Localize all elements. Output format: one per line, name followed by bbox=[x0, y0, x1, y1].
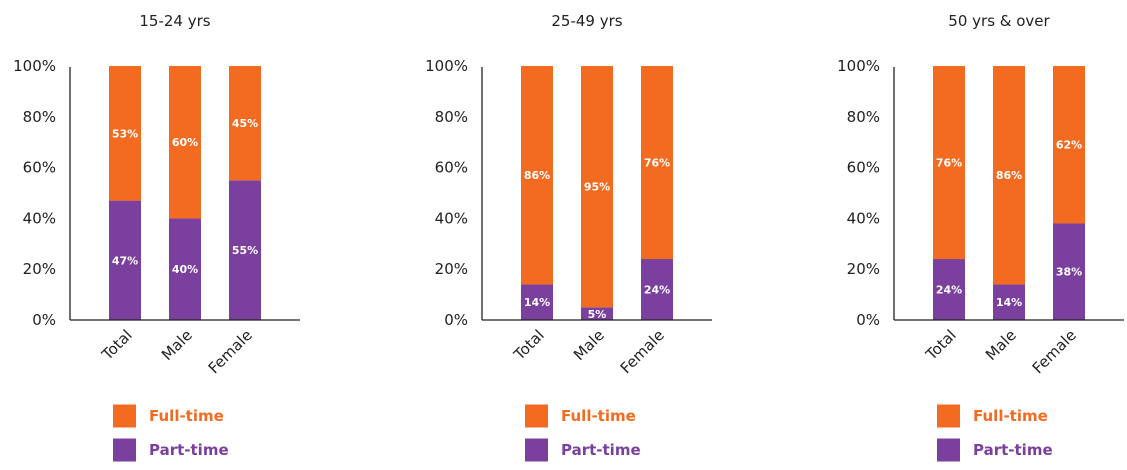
y-tick-label: 20% bbox=[435, 260, 468, 278]
bar-full-time bbox=[581, 66, 613, 308]
y-tick-label: 100% bbox=[425, 57, 468, 75]
bar-data-label: 95% bbox=[584, 181, 610, 194]
y-tick-label: 0% bbox=[32, 311, 56, 329]
legend-swatch-part-time bbox=[113, 438, 136, 462]
bar-part-time bbox=[521, 284, 553, 320]
x-category-label: Male bbox=[570, 326, 608, 364]
bar-full-time bbox=[229, 66, 261, 181]
legend-label-full-time: Full-time bbox=[149, 407, 224, 425]
y-tick-label: 80% bbox=[23, 108, 56, 126]
legend-label-full-time: Full-time bbox=[561, 407, 636, 425]
y-tick-label: 40% bbox=[435, 209, 468, 227]
bar-part-time bbox=[933, 259, 965, 320]
bar-full-time bbox=[521, 66, 553, 285]
legend-swatch-full-time bbox=[525, 404, 548, 428]
bar-data-label: 60% bbox=[172, 136, 198, 149]
y-tick-label: 20% bbox=[847, 260, 880, 278]
bar-full-time bbox=[993, 66, 1025, 285]
bar-part-time bbox=[169, 218, 201, 320]
y-tick-label: 80% bbox=[847, 108, 880, 126]
chart-title: 25-49 yrs bbox=[551, 12, 622, 30]
bar-data-label: 62% bbox=[1056, 139, 1082, 152]
bar-data-label: 53% bbox=[112, 127, 138, 140]
chart-svg-1: 15-24 yrs 0% 20% 40% 60% 80% 100% 47% 53% Total 40… bbox=[13, 12, 300, 462]
bar-full-time bbox=[641, 66, 673, 260]
x-category-label: Total bbox=[922, 326, 960, 364]
bar-full-time bbox=[1053, 66, 1085, 224]
bar-data-label: 76% bbox=[644, 157, 670, 170]
bar-full-time bbox=[933, 66, 965, 260]
x-category-label: Female bbox=[205, 326, 256, 377]
x-category-label: Female bbox=[1029, 326, 1080, 377]
chart-panel-3: 50 yrs & over 0% 20% 40% 60% 80% 100% 24% 76% Tot… bbox=[824, 0, 1127, 470]
bar-part-time bbox=[581, 307, 613, 320]
bar-data-label: 76% bbox=[936, 157, 962, 170]
bar-data-label: 86% bbox=[996, 169, 1022, 182]
legend-swatch-full-time bbox=[937, 404, 960, 428]
bar-part-time bbox=[641, 259, 673, 320]
bar-data-label: 47% bbox=[112, 254, 138, 267]
bar-data-label: 14% bbox=[996, 296, 1022, 309]
y-tick-label: 60% bbox=[847, 159, 880, 177]
bar-data-label: 45% bbox=[232, 117, 258, 130]
legend-label-full-time: Full-time bbox=[973, 407, 1048, 425]
y-tick-label: 100% bbox=[13, 57, 56, 75]
x-category-label: Male bbox=[158, 326, 196, 364]
bar-part-time bbox=[1053, 223, 1085, 320]
bar-data-label: 86% bbox=[524, 169, 550, 182]
bar-part-time bbox=[109, 200, 141, 320]
x-category-label: Male bbox=[982, 326, 1020, 364]
chart-panel-1: 15-24 yrs 0% 20% 40% 60% 80% 100% 47% 53% Total 40… bbox=[0, 0, 375, 470]
x-category-label: Female bbox=[617, 326, 668, 377]
legend-label-part-time: Part-time bbox=[973, 441, 1053, 459]
bar-data-label: 40% bbox=[172, 263, 198, 276]
y-tick-label: 60% bbox=[23, 159, 56, 177]
x-category-label: Total bbox=[510, 326, 548, 364]
bar-part-time bbox=[229, 180, 261, 320]
bar-data-label: 24% bbox=[644, 284, 670, 297]
chart-svg-3: 50 yrs & over 0% 20% 40% 60% 80% 100% 24% 76% Tot… bbox=[837, 12, 1124, 462]
legend-label-part-time: Part-time bbox=[149, 441, 229, 459]
chart-svg-2: 25-49 yrs 0% 20% 40% 60% 80% 100% 14% 86% Total 5%… bbox=[425, 12, 712, 462]
bar-data-label: 24% bbox=[936, 284, 962, 297]
legend-swatch-full-time bbox=[113, 404, 136, 428]
y-tick-label: 60% bbox=[435, 159, 468, 177]
y-tick-label: 100% bbox=[837, 57, 880, 75]
chart-panel-2: 25-49 yrs 0% 20% 40% 60% 80% 100% 14% 86% Total 5%… bbox=[412, 0, 787, 470]
bar-data-label: 14% bbox=[524, 296, 550, 309]
bar-part-time bbox=[993, 284, 1025, 320]
x-category-label: Total bbox=[98, 326, 136, 364]
y-tick-label: 0% bbox=[444, 311, 468, 329]
legend-swatch-part-time bbox=[525, 438, 548, 462]
bar-full-time bbox=[109, 66, 141, 201]
y-tick-label: 20% bbox=[23, 260, 56, 278]
legend-swatch-part-time bbox=[937, 438, 960, 462]
y-tick-label: 40% bbox=[23, 209, 56, 227]
y-tick-label: 40% bbox=[847, 209, 880, 227]
y-tick-label: 0% bbox=[856, 311, 880, 329]
bar-data-label: 38% bbox=[1056, 266, 1082, 279]
y-tick-label: 80% bbox=[435, 108, 468, 126]
bar-full-time bbox=[169, 66, 201, 219]
bar-data-label: 55% bbox=[232, 244, 258, 257]
chart-title: 15-24 yrs bbox=[139, 12, 210, 30]
chart-title: 50 yrs & over bbox=[948, 12, 1050, 30]
bar-data-label: 5% bbox=[588, 308, 607, 321]
legend-label-part-time: Part-time bbox=[561, 441, 641, 459]
